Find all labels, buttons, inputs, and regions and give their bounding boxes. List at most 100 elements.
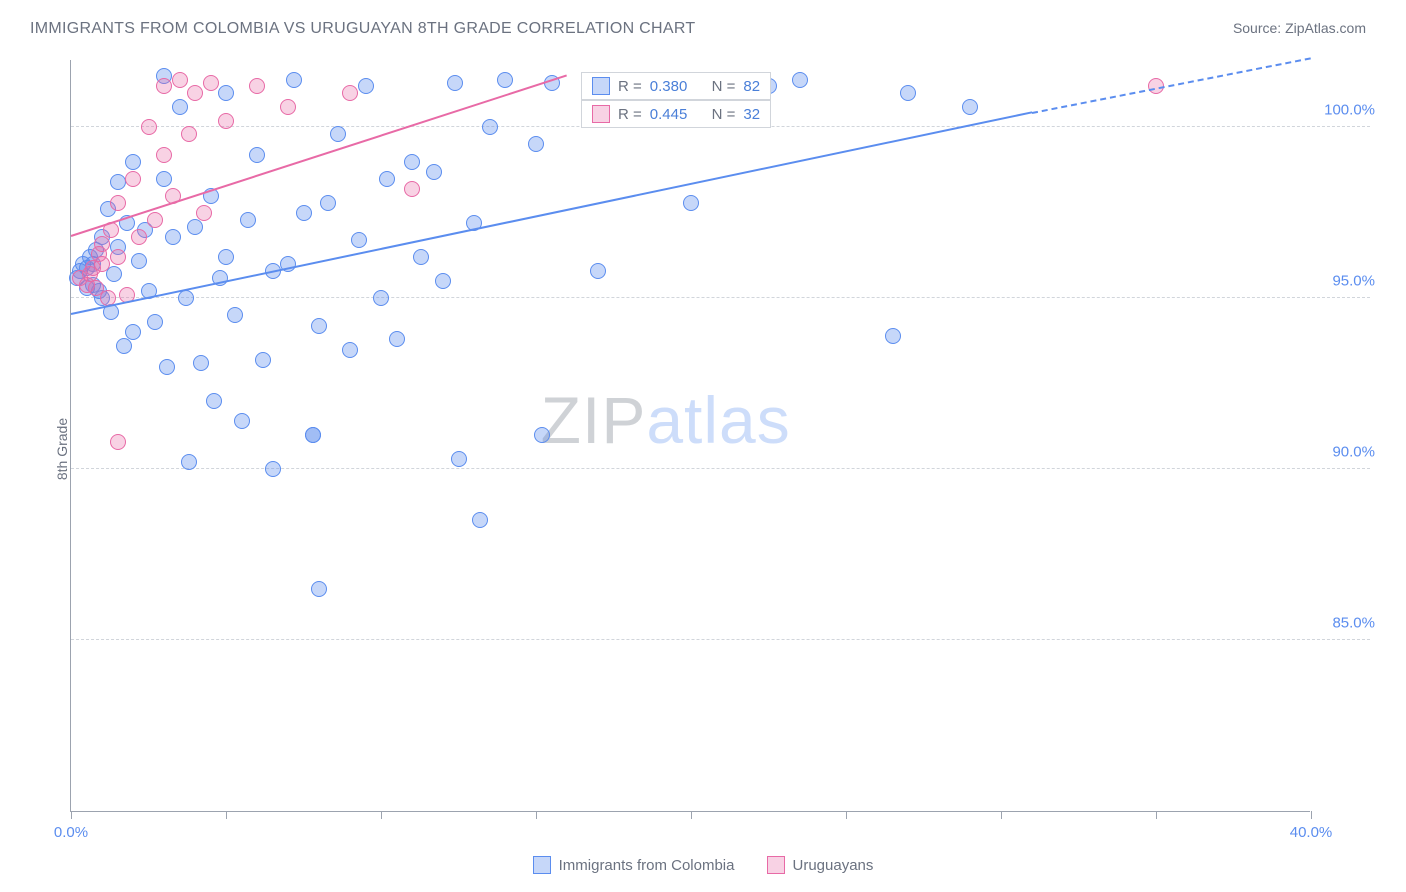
scatter-point	[187, 219, 203, 235]
scatter-point	[106, 266, 122, 282]
scatter-point	[482, 119, 498, 135]
scatter-point	[187, 85, 203, 101]
gridline	[71, 297, 1370, 298]
scatter-point	[141, 119, 157, 135]
scatter-point	[218, 249, 234, 265]
stat-swatch	[592, 105, 610, 123]
x-tick	[1156, 811, 1157, 819]
legend-label-uruguay: Uruguayans	[793, 857, 874, 874]
scatter-point	[249, 78, 265, 94]
x-tick	[226, 811, 227, 819]
x-tick	[1001, 811, 1002, 819]
scatter-point	[342, 85, 358, 101]
stat-swatch	[592, 77, 610, 95]
y-tick-label: 85.0%	[1332, 615, 1375, 632]
y-axis-label: 8th Grade	[54, 418, 70, 480]
x-tick	[846, 811, 847, 819]
scatter-point	[265, 461, 281, 477]
scatter-point	[156, 147, 172, 163]
scatter-point	[125, 171, 141, 187]
scatter-point	[255, 352, 271, 368]
scatter-point	[389, 331, 405, 347]
scatter-point	[110, 434, 126, 450]
scatter-point	[94, 256, 110, 272]
scatter-point	[249, 147, 265, 163]
watermark-text-b: atlas	[646, 383, 790, 457]
scatter-point	[234, 413, 250, 429]
watermark: ZIPatlas	[541, 382, 791, 458]
legend-item-uruguay: Uruguayans	[767, 856, 874, 874]
x-tick	[71, 811, 72, 819]
scatter-point	[451, 451, 467, 467]
source-label: Source:	[1233, 20, 1281, 36]
header: IMMIGRANTS FROM COLOMBIA VS URUGUAYAN 8T…	[0, 0, 1406, 46]
scatter-point	[351, 232, 367, 248]
x-tick	[381, 811, 382, 819]
scatter-point	[590, 263, 606, 279]
stat-n-label: N =	[712, 78, 736, 95]
scatter-point	[413, 249, 429, 265]
stat-n-value: 32	[743, 106, 760, 123]
scatter-point	[110, 195, 126, 211]
scatter-point	[240, 212, 256, 228]
x-tick-label: 40.0%	[1290, 824, 1333, 841]
y-tick-label: 90.0%	[1332, 444, 1375, 461]
scatter-point	[435, 273, 451, 289]
source-link[interactable]: ZipAtlas.com	[1285, 20, 1366, 36]
trend-line	[1032, 57, 1311, 114]
plot-area: ZIPatlas 85.0%90.0%95.0%100.0%0.0%40.0%R…	[70, 60, 1310, 812]
scatter-point	[792, 72, 808, 88]
scatter-point	[900, 85, 916, 101]
scatter-point	[165, 229, 181, 245]
scatter-point	[116, 338, 132, 354]
scatter-point	[885, 328, 901, 344]
stat-r-value: 0.445	[650, 106, 688, 123]
scatter-point	[110, 249, 126, 265]
x-tick	[536, 811, 537, 819]
scatter-point	[131, 229, 147, 245]
chart-area: 8th Grade ZIPatlas 85.0%90.0%95.0%100.0%…	[50, 50, 1376, 832]
legend-swatch-uruguay	[767, 856, 785, 874]
stat-r-value: 0.380	[650, 78, 688, 95]
gridline	[71, 639, 1370, 640]
scatter-point	[218, 85, 234, 101]
scatter-point	[159, 359, 175, 375]
stat-r-label: R =	[618, 106, 642, 123]
scatter-point	[426, 164, 442, 180]
scatter-point	[172, 72, 188, 88]
stat-box: R =0.380 N =82	[581, 72, 771, 100]
scatter-point	[156, 78, 172, 94]
legend-item-colombia: Immigrants from Colombia	[533, 856, 735, 874]
stat-n-label: N =	[712, 106, 736, 123]
scatter-point	[379, 171, 395, 187]
trend-line	[71, 112, 1032, 316]
stat-r-label: R =	[618, 78, 642, 95]
scatter-point	[131, 253, 147, 269]
scatter-point	[181, 454, 197, 470]
scatter-point	[534, 427, 550, 443]
scatter-point	[320, 195, 336, 211]
legend-label-colombia: Immigrants from Colombia	[559, 857, 735, 874]
x-tick-label: 0.0%	[54, 824, 88, 841]
source: Source: ZipAtlas.com	[1233, 20, 1366, 38]
x-tick	[1311, 811, 1312, 819]
scatter-point	[193, 355, 209, 371]
scatter-point	[962, 99, 978, 115]
scatter-point	[305, 427, 321, 443]
scatter-point	[286, 72, 302, 88]
chart-title: IMMIGRANTS FROM COLOMBIA VS URUGUAYAN 8T…	[30, 20, 696, 38]
x-tick	[691, 811, 692, 819]
scatter-point	[330, 126, 346, 142]
scatter-point	[172, 99, 188, 115]
scatter-point	[373, 290, 389, 306]
legend-swatch-colombia	[533, 856, 551, 874]
y-tick-label: 100.0%	[1324, 102, 1375, 119]
scatter-point	[683, 195, 699, 211]
scatter-point	[125, 154, 141, 170]
scatter-point	[110, 174, 126, 190]
watermark-text-a: ZIP	[541, 383, 647, 457]
scatter-point	[280, 99, 296, 115]
scatter-point	[218, 113, 234, 129]
scatter-point	[147, 212, 163, 228]
scatter-point	[203, 75, 219, 91]
